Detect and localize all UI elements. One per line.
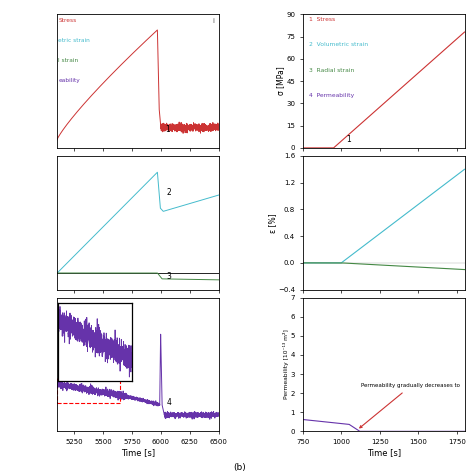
Text: (b): (b) — [233, 463, 246, 472]
Y-axis label: ε [%]: ε [%] — [268, 213, 277, 233]
Text: etric strain: etric strain — [58, 38, 90, 43]
Text: 4  Permeability: 4 Permeability — [309, 93, 355, 98]
Text: Permeability gradually decreases to: Permeability gradually decreases to — [360, 383, 460, 428]
Text: 1: 1 — [165, 125, 170, 134]
Text: 1  Stress: 1 Stress — [309, 17, 335, 22]
Text: l strain: l strain — [58, 58, 79, 64]
X-axis label: Time [s]: Time [s] — [121, 448, 155, 457]
Y-axis label: σ [MPa]: σ [MPa] — [276, 67, 285, 95]
Text: 2  Volumetric strain: 2 Volumetric strain — [309, 42, 368, 47]
X-axis label: Time [s]: Time [s] — [366, 448, 401, 457]
Text: 4: 4 — [167, 398, 172, 407]
Text: 3  Radial strain: 3 Radial strain — [309, 68, 355, 73]
Text: eability: eability — [58, 78, 80, 83]
Y-axis label: Permeability [10⁻¹³ m²]: Permeability [10⁻¹³ m²] — [283, 329, 289, 400]
Text: Stress: Stress — [58, 18, 77, 23]
Text: 3: 3 — [167, 272, 172, 281]
Text: 2: 2 — [167, 188, 172, 197]
Bar — [57, 377, 120, 403]
Text: 1: 1 — [346, 135, 351, 144]
Text: i: i — [213, 18, 215, 24]
